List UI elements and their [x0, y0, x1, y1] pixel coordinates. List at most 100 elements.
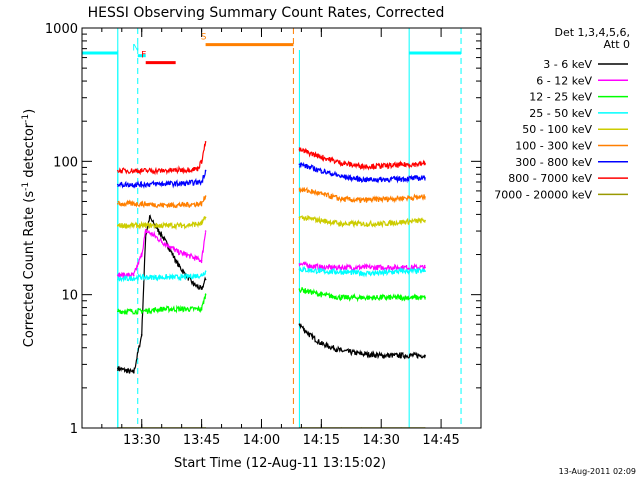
x-tick-label: 14:00 [243, 433, 280, 448]
series-line [117, 142, 426, 176]
data-point [340, 349, 343, 352]
legend-label: 3 - 6 keV [543, 58, 592, 71]
data-point [380, 198, 383, 200]
data-point [180, 204, 183, 206]
data-point [204, 216, 207, 219]
data-point [196, 167, 199, 170]
series-300-800-kev [117, 161, 426, 189]
data-point [152, 234, 155, 236]
data-point [180, 169, 183, 171]
series-line [117, 214, 426, 231]
data-point [140, 310, 143, 313]
series-line [117, 229, 426, 280]
data-point [400, 354, 403, 357]
legend-label: 25 - 50 keV [529, 107, 592, 120]
data-point [400, 266, 403, 269]
data-point [298, 268, 301, 271]
data-point [298, 163, 301, 166]
data-point [424, 219, 426, 222]
data-point [148, 216, 151, 219]
data-point [340, 223, 343, 225]
data-point [298, 216, 301, 219]
data-point [204, 293, 207, 296]
data-point [160, 308, 163, 310]
series-layer [117, 141, 426, 428]
background-intervals [82, 28, 462, 428]
y-axis-label-mid: detector [22, 122, 37, 182]
data-point [200, 160, 203, 163]
data-point [117, 183, 119, 186]
axes: 13:30 13:45 14:00 14:15 14:30 14:45 1 10 100 1000 [45, 22, 481, 448]
data-point [380, 165, 383, 167]
x-tick-label: 13:30 [123, 433, 160, 448]
chart-title: HESSI Observing Summary Count Rates, Cor… [88, 5, 445, 21]
x-tick-label: 14:30 [362, 433, 399, 448]
data-point [320, 342, 323, 345]
data-point [133, 371, 135, 374]
y-tick-label: 100 [53, 155, 78, 170]
data-point [200, 203, 203, 205]
x-tick-label: 14:15 [303, 433, 340, 448]
data-point [200, 308, 203, 310]
series-3-6-kev [117, 214, 426, 374]
data-point [117, 274, 119, 277]
data-point [320, 266, 323, 269]
data-point [424, 162, 426, 165]
data-point [400, 164, 403, 166]
data-point [168, 245, 171, 248]
data-point [360, 272, 363, 275]
data-point [204, 270, 207, 273]
data-point [340, 175, 343, 178]
y-axis-label-end: ) [22, 109, 37, 114]
data-point [160, 234, 163, 236]
data-point [424, 354, 426, 357]
series-12-25-kev [117, 287, 426, 316]
data-point [180, 276, 183, 279]
x-axis-label: Start Time (12-Aug-11 13:15:02) [174, 456, 386, 471]
data-point [200, 223, 203, 225]
data-point [400, 221, 403, 223]
data-point [400, 270, 403, 273]
data-point [400, 197, 403, 199]
data-point [424, 296, 426, 299]
data-point [204, 169, 207, 172]
data-point [140, 334, 143, 336]
data-point [200, 274, 203, 277]
data-point [200, 181, 203, 183]
y-axis-label-main: Corrected Count Rate (s [22, 191, 37, 348]
data-point [160, 204, 163, 206]
legend-label: 100 - 300 keV [515, 140, 592, 153]
data-point [180, 182, 183, 185]
legend-header-line1: Det 1,3,4,5,6, [554, 26, 630, 39]
data-point [160, 169, 163, 172]
data-point [160, 182, 163, 185]
data-point [360, 223, 363, 225]
data-point [176, 263, 179, 265]
data-point [298, 323, 301, 326]
data-point [140, 276, 143, 279]
data-point [298, 188, 301, 190]
legend-label: 300 - 800 keV [515, 156, 592, 169]
series-100-300-kev [117, 186, 426, 209]
data-point [140, 203, 143, 205]
data-point [180, 224, 183, 227]
data-point [140, 253, 143, 256]
data-point [340, 198, 343, 200]
flag-label: F [141, 51, 146, 61]
data-point [308, 334, 311, 336]
data-point [380, 296, 383, 299]
data-point [320, 156, 323, 158]
data-point [320, 193, 323, 195]
series-line [117, 287, 426, 316]
data-point [298, 263, 301, 265]
legend-label: 6 - 12 keV [536, 74, 592, 87]
y-axis-label-sup1: -1 [21, 182, 31, 191]
data-point [133, 274, 135, 277]
data-point [144, 230, 147, 232]
data-point [380, 354, 383, 357]
footer-timestamp: 13-Aug-2011 02:09 [559, 467, 636, 476]
data-point [360, 266, 363, 269]
data-point [117, 224, 119, 227]
legend-header-line2: Att 0 [604, 38, 630, 51]
data-point [160, 276, 163, 279]
